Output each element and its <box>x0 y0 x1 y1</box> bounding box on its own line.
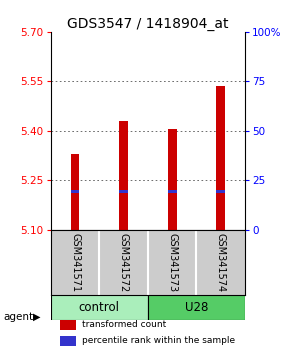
Text: percentile rank within the sample: percentile rank within the sample <box>82 336 235 345</box>
Text: agent: agent <box>3 312 33 322</box>
Bar <box>216 86 225 229</box>
Text: transformed count: transformed count <box>82 320 166 329</box>
Text: ▶: ▶ <box>33 312 41 322</box>
Bar <box>71 154 79 229</box>
Text: GSM341573: GSM341573 <box>167 233 177 292</box>
Text: U28: U28 <box>185 301 208 314</box>
Bar <box>61 320 76 330</box>
Text: GSM341572: GSM341572 <box>119 233 128 292</box>
Bar <box>148 295 245 320</box>
Title: GDS3547 / 1418904_at: GDS3547 / 1418904_at <box>67 17 229 31</box>
Bar <box>71 190 79 193</box>
Bar <box>168 129 177 229</box>
Text: control: control <box>79 301 120 314</box>
Bar <box>168 190 177 193</box>
Bar <box>216 190 225 193</box>
Bar <box>51 295 148 320</box>
Text: GSM341571: GSM341571 <box>70 233 80 292</box>
Bar <box>119 190 128 193</box>
Text: GSM341574: GSM341574 <box>216 233 226 292</box>
Bar <box>61 336 76 346</box>
Bar <box>119 121 128 229</box>
